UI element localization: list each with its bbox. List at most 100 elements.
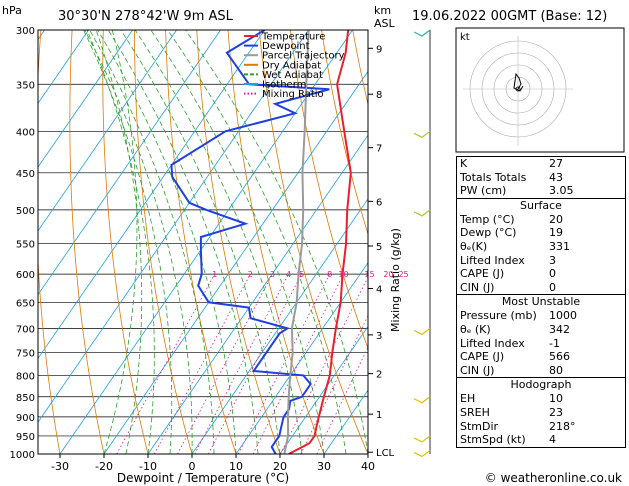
- pressure-tick-label: 350: [16, 80, 35, 91]
- index-row: PW (cm) 3.05: [457, 184, 625, 198]
- wet-adiabat: [185, 30, 368, 454]
- km-tick-label: 6: [376, 197, 382, 208]
- mixing-ratio-label: 20: [383, 270, 393, 279]
- plot-frame: [37, 29, 369, 455]
- pressure-tick-label: 800: [16, 371, 35, 382]
- pressure-tick-label: 550: [16, 239, 35, 250]
- wet-adiabat: [167, 30, 347, 454]
- wind-barb: [413, 327, 431, 336]
- pressure-tick-label: 450: [16, 169, 35, 180]
- km-tick-label: 8: [376, 90, 382, 101]
- unstable-value: 342: [549, 322, 570, 336]
- mixing-ratio-line: [237, 273, 331, 454]
- mixing-ratio-label: 4: [286, 270, 291, 279]
- isotherm: [279, 325, 368, 454]
- isotherm: [59, 30, 353, 454]
- hodograph-value: 218°: [549, 419, 576, 433]
- hodograph-row: EH 10: [457, 392, 625, 406]
- surface-label: Temp (°C): [460, 212, 515, 226]
- unstable-row: θₑ (K) 342: [457, 323, 625, 337]
- datetime-title: 19.06.2022 00GMT (Base: 12): [412, 9, 607, 24]
- wet-adiabat: [89, 30, 215, 454]
- surface-title: Surface: [520, 198, 562, 212]
- surface-row: CIN (J) 0: [457, 281, 625, 295]
- wind-barb: [413, 130, 431, 139]
- x-tick-label: -20: [95, 460, 113, 473]
- unstable-row: Pressure (mb) 1000: [457, 309, 625, 323]
- isotherm: [103, 70, 368, 454]
- mixing-ratio-line: [194, 273, 289, 454]
- hodograph-row: StmDir 218°: [457, 420, 625, 434]
- wet-adiabat: [86, 30, 155, 454]
- unstable-value: -1: [549, 336, 560, 350]
- wind-barb: [413, 396, 431, 404]
- hodograph-label: EH: [460, 392, 476, 406]
- hodograph-row: SREH 23: [457, 406, 625, 420]
- surface-value: 20: [549, 212, 563, 226]
- surface-label: Lifted Index: [460, 253, 525, 267]
- x-axis-title: Dewpoint / Temperature (°C): [117, 471, 289, 485]
- hodograph-value: 4: [549, 433, 556, 447]
- mixing-ratio-label: 5: [299, 270, 304, 279]
- surface-value: 19: [549, 226, 563, 240]
- legend-label: Parcel Trajectory: [262, 51, 345, 62]
- isotherm: [38, 30, 177, 232]
- surface-value: 0: [549, 280, 556, 294]
- pressure-tick-label: 700: [16, 324, 35, 335]
- hodograph-value: 10: [549, 392, 563, 406]
- hodograph-section: Hodograph EH 10 SREH 23 StmDir 218° StmSpd (kt…: [457, 377, 625, 446]
- index-label: K: [460, 157, 468, 170]
- mixing-ratio-line: [208, 273, 302, 454]
- surface-row: Lifted Index 3: [457, 254, 625, 268]
- x-tick-label: -10: [139, 460, 157, 473]
- wet-adiabat: [134, 30, 303, 454]
- x-tick-label: 40: [361, 460, 375, 473]
- series-dewpoint: [170, 30, 330, 454]
- pressure-tick-label: 950: [16, 432, 35, 443]
- index-value: 27: [549, 157, 563, 170]
- series-parcel-trajectory: [283, 30, 310, 454]
- unstable-label: Pressure (mb): [460, 309, 537, 323]
- mixing-ratio-line: [177, 273, 273, 454]
- mixing-ratio-label: 3: [270, 270, 275, 279]
- hodograph-title: Hodograph: [510, 378, 572, 392]
- unstable-label: CIN (J): [460, 363, 495, 377]
- mixing-ratio-label: 15: [364, 270, 374, 279]
- surface-row: Temp (°C) 20: [457, 213, 625, 227]
- mixing-ratio-line: [153, 273, 251, 454]
- dry-adiabat: [134, 30, 193, 454]
- surface-row: Dewp (°C) 19: [457, 226, 625, 240]
- indices-table: K 27 Totals Totals 43 PW (cm) 3.05 Surface Te…: [456, 156, 626, 448]
- pressure-tick-label: 600: [16, 270, 35, 281]
- hodograph-value: 23: [549, 405, 563, 419]
- hodograph-row: StmSpd (kt) 4: [457, 433, 625, 447]
- km-tick-label: 3: [376, 331, 382, 342]
- pressure-tick-label: 850: [16, 393, 35, 404]
- dry-adiabat: [196, 30, 281, 454]
- dry-adiabat: [227, 30, 325, 454]
- surface-value: 0: [549, 267, 556, 281]
- km-tick-label: 9: [376, 44, 382, 55]
- index-label: Totals Totals: [460, 170, 527, 184]
- wind-barb: [413, 435, 431, 443]
- hodograph-label: SREH: [460, 405, 490, 419]
- legend-label: Dry Adiabat: [262, 60, 321, 71]
- dry-adiabat: [69, 30, 105, 454]
- wet-adiabat: [84, 30, 193, 454]
- unstable-title: Most Unstable: [501, 295, 581, 309]
- surface-value: 3: [549, 253, 556, 267]
- wind-barb: [413, 29, 431, 37]
- dry-adiabat: [258, 30, 368, 454]
- x-tick-label: -30: [51, 460, 69, 473]
- hpa-label: hPa: [2, 4, 22, 17]
- hodograph-label: StmSpd (kt): [460, 433, 526, 447]
- isotherm: [235, 261, 368, 454]
- wind-barb: [413, 449, 431, 458]
- mixing-ratio-label: 10: [338, 270, 348, 279]
- unstable-value: 566: [549, 350, 570, 364]
- isotherm: [38, 30, 309, 423]
- index-row: Totals Totals 43: [457, 171, 625, 185]
- wet-adiabat: [120, 30, 281, 454]
